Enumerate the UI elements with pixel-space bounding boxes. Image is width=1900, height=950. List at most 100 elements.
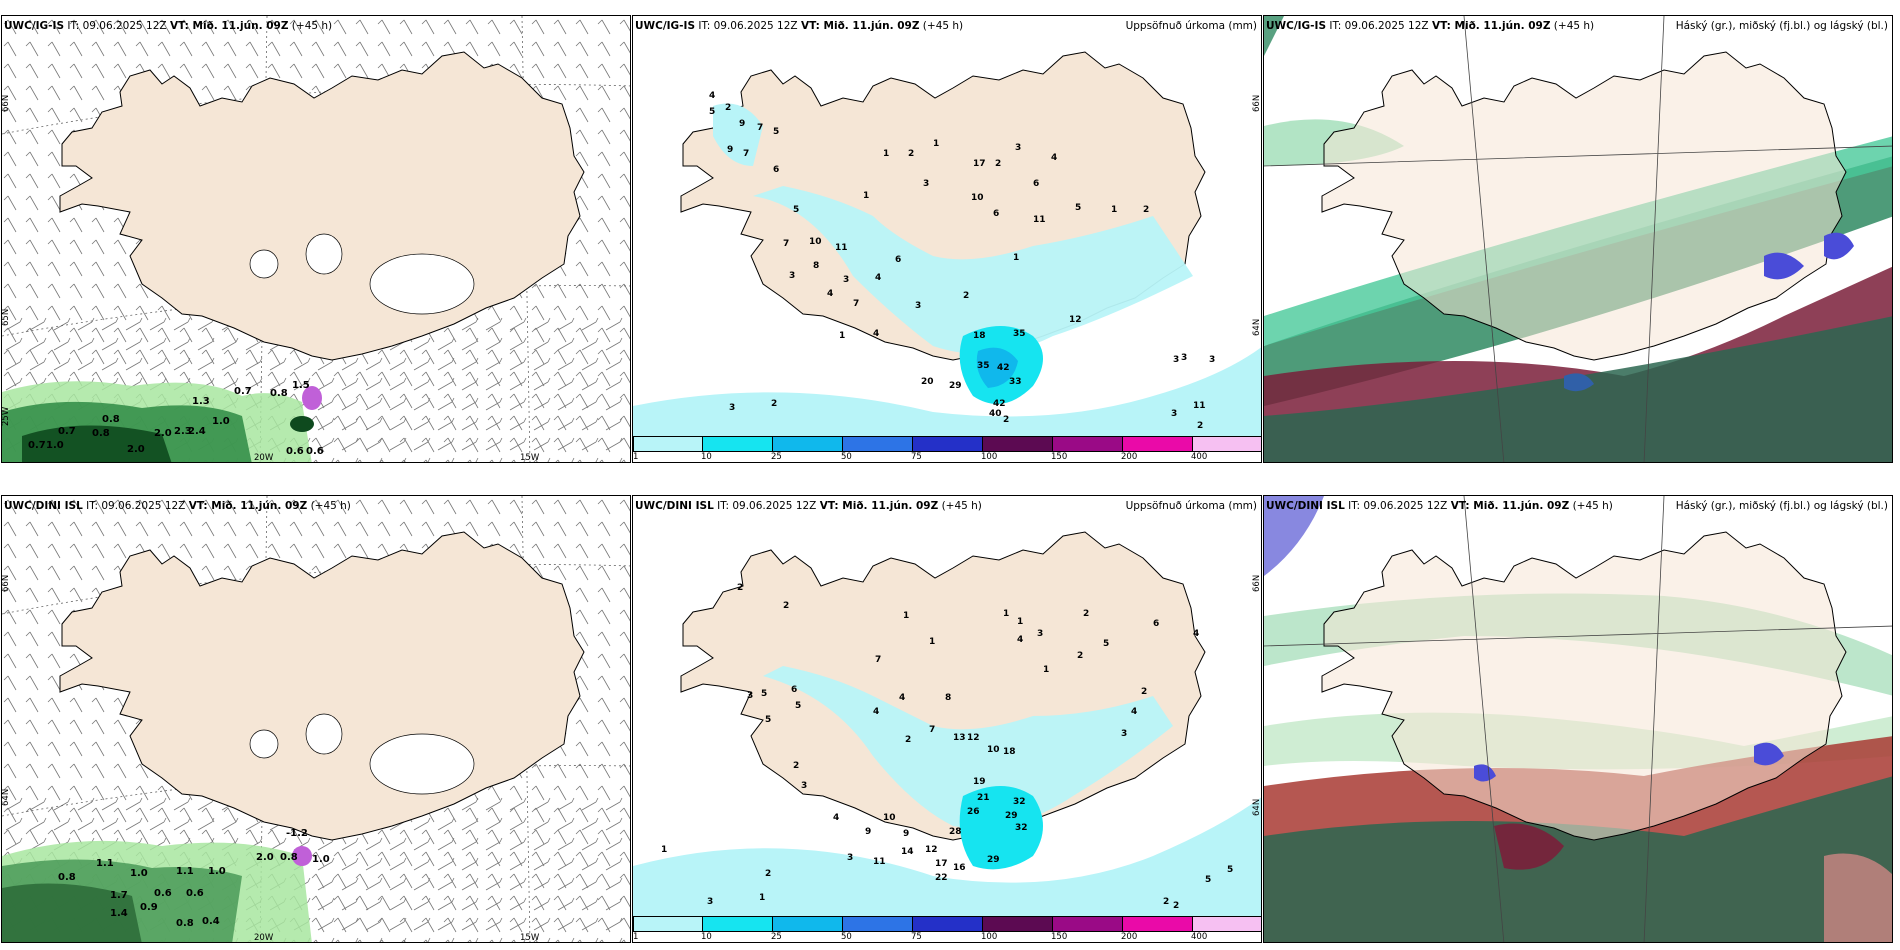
colorbar-segment <box>1123 916 1193 932</box>
model-name: UWC/DINI ISL <box>635 500 714 512</box>
precip-value: 5 <box>795 701 801 711</box>
precip-value: 8 <box>813 261 819 271</box>
precip-value: 12 <box>925 845 938 855</box>
gust-value: 1.4 <box>110 908 128 919</box>
colorbar-tick-label: 10 <box>701 932 712 942</box>
precip-value: 32 <box>1015 823 1028 833</box>
precip-value: 10 <box>971 193 984 203</box>
precip-value: 6 <box>791 685 797 695</box>
gust-value: 2.0 <box>127 444 145 455</box>
precip-value: 9 <box>903 829 909 839</box>
precip-value: 2 <box>1173 901 1179 911</box>
lat-label: 66N <box>2 575 11 592</box>
precip-value: 3 <box>747 691 753 701</box>
precip-value: 5 <box>773 127 779 137</box>
panel-precip-igis: 4 5 2 9 7 5 6 9 7 5 7 1 2 1 3 1 17 2 3 6… <box>632 15 1262 463</box>
gust-value: 0.8 <box>92 428 110 439</box>
precip-value: 2 <box>765 869 771 879</box>
gust-value: 1.0 <box>46 440 64 451</box>
precip-value: 1 <box>903 611 909 621</box>
colorbar-segment <box>1193 436 1261 452</box>
precip-value: 11 <box>1193 401 1206 411</box>
gust-value: 1.3 <box>192 396 210 407</box>
precip-value: 1 <box>759 893 765 903</box>
valid-time: VT: Mið. 11.jún. 09Z <box>169 20 289 32</box>
precip-value: 2 <box>771 399 777 409</box>
precip-value: 1 <box>883 149 889 159</box>
precip-value: 5 <box>1075 203 1081 213</box>
precip-value: 2 <box>1163 897 1169 907</box>
precip-value: 2 <box>737 583 743 593</box>
precip-value: 19 <box>973 777 986 787</box>
precip-value: 1 <box>1017 617 1023 627</box>
colorbar-tick-label: 100 <box>981 932 998 942</box>
panel-wind-igis: 0.7 0.8 1.5 1.3 1.0 0.8 0.7 0.8 0.7 2.0 … <box>1 15 631 463</box>
gust-value: 0.6 <box>286 446 304 457</box>
lon-label: 20W <box>254 453 274 463</box>
lon-label: 20W <box>254 933 274 943</box>
gust-value: 1.0 <box>208 866 226 877</box>
colorbar-frame <box>633 916 1261 932</box>
model-name: UWC/DINI ISL <box>1266 500 1345 512</box>
colorbar-tick-label: 1 <box>633 932 639 942</box>
gust-value: -1.2 <box>286 828 308 839</box>
gust-value: 0.8 <box>176 918 194 929</box>
precip-value: 6 <box>1153 619 1159 629</box>
precip-value: 10 <box>809 237 822 247</box>
gust-values-top: 0.7 0.8 1.5 1.3 1.0 0.8 0.7 0.8 0.7 2.0 … <box>28 380 324 457</box>
panel-header: UWC/DINI ISL IT: 09.06.2025 12Z VT: Mið.… <box>1266 500 1613 512</box>
precip-value: 2 <box>1143 205 1149 215</box>
gust-value: 1.5 <box>292 380 310 391</box>
precip-value: 4 <box>899 693 905 703</box>
precip-value: 3 <box>923 179 929 189</box>
lon-label: 15W <box>520 453 540 463</box>
precip-value: 10 <box>883 813 896 823</box>
precip-value: 4 <box>1051 153 1057 163</box>
colorbar-tick-label: 1 <box>633 452 639 462</box>
colorbar-tick-label: 25 <box>771 452 782 462</box>
precip-value: 18 <box>973 331 986 341</box>
colorbar-segment <box>1053 916 1123 932</box>
model-name: UWC/IG-IS <box>4 20 65 32</box>
gust-value: 0.6 <box>154 888 172 899</box>
precip-value: 14 <box>901 847 914 857</box>
colorbar-segment <box>843 436 913 452</box>
lat-label: 66N <box>2 95 11 112</box>
init-time: IT: 09.06.2025 12Z <box>1329 20 1429 32</box>
gust-value: 1.0 <box>130 868 148 879</box>
precip-value: 5 <box>761 689 767 699</box>
gust-value: 1.0 <box>312 854 330 865</box>
panel-clouds-igis: UWC/IG-IS IT: 09.06.2025 12Z VT: Mið. 11… <box>1263 15 1893 463</box>
precip-value: 7 <box>875 655 881 665</box>
gust-value: 0.8 <box>280 852 298 863</box>
precip-value: 4 <box>709 91 715 101</box>
valid-time: VT: Mið. 11.jún. 09Z <box>1450 500 1570 512</box>
precip-value: 3 <box>915 301 921 311</box>
precip-value: 11 <box>1033 215 1046 225</box>
precip-value: 7 <box>757 123 763 133</box>
precip-value: 2 <box>1197 421 1203 431</box>
precip-value: 7 <box>853 299 859 309</box>
precip-value: 5 <box>1103 639 1109 649</box>
precip-value: 1 <box>661 845 667 855</box>
colorbar-tick-label: 75 <box>911 452 922 462</box>
precip-value: 1 <box>1043 665 1049 675</box>
precip-value: 5 <box>1227 865 1233 875</box>
lat-label: 65N <box>2 309 11 326</box>
precip-value: 1 <box>1111 205 1117 215</box>
colorbar-segment <box>983 436 1053 452</box>
precip-colorbar: 1 10 25 50 75 100 150 200 400 <box>633 916 1261 942</box>
precip-value: 6 <box>993 209 999 219</box>
precip-value: 3 <box>1209 355 1215 365</box>
colorbar-tick-label: 200 <box>1121 932 1138 942</box>
panel-header: UWC/DINI ISL IT: 09.06.2025 12Z VT: Mið.… <box>635 500 982 512</box>
valid-time: VT: Mið. 11.jún. 09Z <box>188 500 308 512</box>
precip-value: 1 <box>839 331 845 341</box>
precip-value: 1 <box>933 139 939 149</box>
colorbar-frame <box>633 436 1261 452</box>
gust-values-bottom: -1.2 2.0 0.8 1.0 0.8 1.0 1.1 1.1 1.0 1.7… <box>58 828 330 929</box>
panel-precip-dini: 2 2 5 3 6 7 5 4 1 4 2 5 1 7 8 13 12 10 1… <box>632 495 1262 943</box>
colorbar-segment <box>633 916 703 932</box>
precip-value: 6 <box>773 165 779 175</box>
colorbar-segment <box>703 436 773 452</box>
